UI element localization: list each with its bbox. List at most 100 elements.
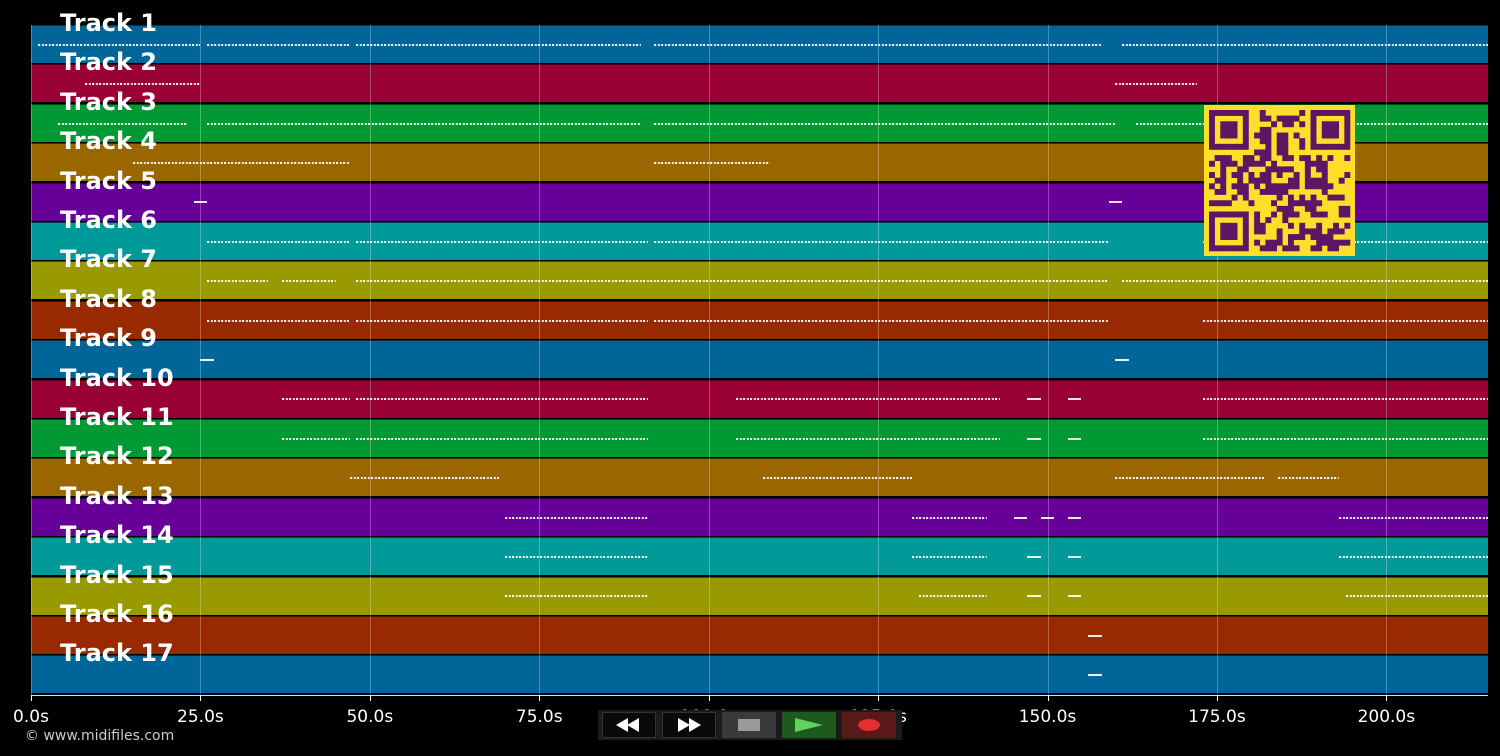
qr-module: [1237, 245, 1244, 252]
note-segment: [1027, 437, 1041, 440]
note-segment: [1338, 516, 1488, 519]
qr-module: [1242, 138, 1249, 145]
qr-module: [1265, 188, 1272, 195]
qr-module: [1287, 121, 1294, 128]
qr-module: [1316, 245, 1323, 252]
note-segment: [1115, 83, 1197, 86]
qr-module: [1265, 126, 1272, 133]
note-segment: [1067, 555, 1082, 558]
qr-module: [1220, 177, 1227, 184]
qr-module: [1287, 245, 1294, 252]
qr-module: [1231, 126, 1238, 133]
track-label: Track 1: [60, 9, 158, 37]
rewind-button[interactable]: [602, 712, 656, 738]
qr-module: [1299, 138, 1306, 145]
qr-module: [1254, 149, 1261, 156]
note-segment: [1067, 398, 1082, 401]
note-segment: [654, 161, 770, 164]
note-segment: [1067, 437, 1082, 440]
qr-module: [1220, 188, 1227, 195]
qr-module: [1282, 166, 1289, 173]
qr-module: [1265, 115, 1272, 122]
qr-module: [1299, 194, 1306, 201]
note-segment: [1067, 516, 1082, 519]
qr-module: [1321, 188, 1328, 195]
qr-module: [1265, 132, 1272, 139]
qr-module: [1316, 110, 1323, 116]
qr-module: [1242, 222, 1249, 229]
qr-module: [1316, 234, 1323, 241]
qr-module: [1310, 132, 1317, 139]
qr-module: [1231, 211, 1238, 218]
track-label: Track 14: [60, 521, 174, 550]
qr-module: [1209, 211, 1215, 218]
qr-module: [1265, 217, 1272, 224]
qr-module: [1237, 110, 1244, 116]
qr-module: [1214, 211, 1221, 218]
qr-module: [1276, 143, 1283, 150]
record-button[interactable]: [842, 712, 896, 738]
qr-module: [1248, 155, 1255, 162]
note-segment: [356, 319, 648, 322]
qr-module: [1333, 132, 1340, 139]
qr-module: [1265, 155, 1272, 162]
qr-module: [1276, 132, 1283, 139]
qr-module: [1344, 110, 1351, 116]
qr-module: [1310, 234, 1317, 241]
track-label: Track 12: [60, 442, 174, 471]
note-segment: [85, 83, 201, 86]
qr-module: [1338, 205, 1345, 212]
qr-module: [1220, 172, 1227, 178]
qr-module: [1259, 177, 1266, 184]
qr-module: [1237, 211, 1244, 218]
qr-module: [1242, 155, 1249, 162]
qr-module: [1265, 172, 1272, 178]
note-segment: [505, 595, 648, 598]
qr-module: [1242, 143, 1249, 150]
qr-module: [1293, 115, 1300, 122]
track-lane: [31, 497, 1488, 536]
qr-module: [1293, 172, 1300, 178]
qr-module: [1242, 110, 1249, 116]
qr-module: [1276, 138, 1283, 145]
qr-module: [1304, 200, 1311, 207]
qr-module: [1282, 205, 1289, 212]
qr-module: [1338, 177, 1345, 184]
qr-module: [1316, 211, 1323, 218]
qr-module: [1316, 200, 1323, 207]
note-segment: [58, 122, 187, 125]
qr-module: [1225, 132, 1232, 139]
qr-module: [1282, 155, 1289, 162]
qr-module: [1316, 166, 1323, 173]
stop-button[interactable]: [722, 712, 776, 738]
qr-module: [1259, 149, 1266, 156]
grid-line: [708, 25, 710, 695]
track-label: Track 6: [60, 206, 158, 234]
note-segment: [1203, 398, 1488, 401]
note-segment: [356, 240, 648, 243]
qr-module: [1242, 166, 1249, 173]
qr-module: [1254, 183, 1261, 190]
qr-module: [1231, 222, 1238, 229]
fast-forward-button[interactable]: [662, 712, 716, 738]
qr-module: [1271, 121, 1277, 128]
qr-module: [1225, 121, 1232, 128]
qr-code: [1204, 105, 1355, 256]
qr-module: [1310, 160, 1317, 167]
note-segment: [505, 516, 648, 519]
qr-module: [1287, 115, 1294, 122]
note-segment: [356, 437, 648, 440]
qr-module: [1344, 239, 1351, 246]
play-button[interactable]: [782, 712, 836, 738]
qr-module: [1321, 183, 1328, 190]
qr-module: [1327, 126, 1334, 133]
qr-module: [1310, 245, 1317, 252]
qr-module: [1276, 183, 1283, 190]
qr-module: [1321, 234, 1328, 241]
qr-module: [1338, 239, 1345, 246]
qr-module: [1327, 132, 1334, 139]
tick-mark: [1386, 695, 1388, 701]
qr-module: [1237, 172, 1244, 178]
note-segment: [132, 161, 350, 164]
